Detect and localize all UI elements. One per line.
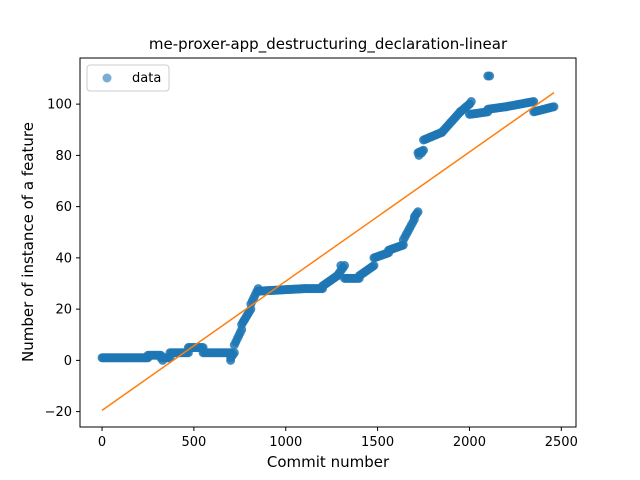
x-tick-label: 1500 bbox=[361, 435, 394, 450]
y-tick-label: 40 bbox=[55, 251, 72, 266]
data-point bbox=[529, 97, 539, 107]
data-point bbox=[229, 348, 239, 358]
data-point bbox=[413, 207, 423, 217]
legend-marker-data bbox=[102, 73, 112, 83]
data-point bbox=[549, 102, 559, 112]
plot-frame bbox=[79, 57, 577, 428]
x-tick-label: 1000 bbox=[269, 435, 302, 450]
x-tick-label: 0 bbox=[98, 435, 106, 450]
fit-line bbox=[101, 91, 555, 411]
y-tick-label: 0 bbox=[64, 354, 72, 369]
data-point bbox=[158, 355, 168, 365]
y-tick-label: 100 bbox=[47, 98, 72, 113]
y-tick-label: 20 bbox=[55, 303, 72, 318]
y-tick-label: 80 bbox=[55, 149, 72, 164]
x-tick-label: 2500 bbox=[545, 435, 578, 450]
legend: data bbox=[86, 64, 170, 92]
y-tick-label: −20 bbox=[45, 405, 72, 420]
y-axis-title: Number of instance of a feature bbox=[19, 122, 37, 362]
plot-area bbox=[79, 57, 577, 428]
data-point bbox=[466, 97, 476, 107]
data-point bbox=[369, 261, 379, 271]
x-tick-label: 500 bbox=[181, 435, 206, 450]
data-layer bbox=[97, 71, 559, 411]
y-axis: −20 0 20 40 60 80 100 bbox=[45, 98, 80, 420]
y-tick-label: 60 bbox=[55, 200, 72, 215]
data-point bbox=[485, 71, 495, 81]
legend-box bbox=[86, 64, 170, 92]
legend-label-data: data bbox=[132, 71, 161, 86]
x-tick-label: 2000 bbox=[453, 435, 486, 450]
chart-title: me-proxer-app_destructuring_declaration-… bbox=[149, 35, 508, 54]
data-point bbox=[336, 261, 346, 271]
x-axis: 0 500 1000 1500 2000 2500 bbox=[98, 427, 578, 450]
data-point bbox=[226, 355, 236, 365]
data-point bbox=[417, 148, 427, 158]
x-axis-title: Commit number bbox=[267, 453, 390, 471]
